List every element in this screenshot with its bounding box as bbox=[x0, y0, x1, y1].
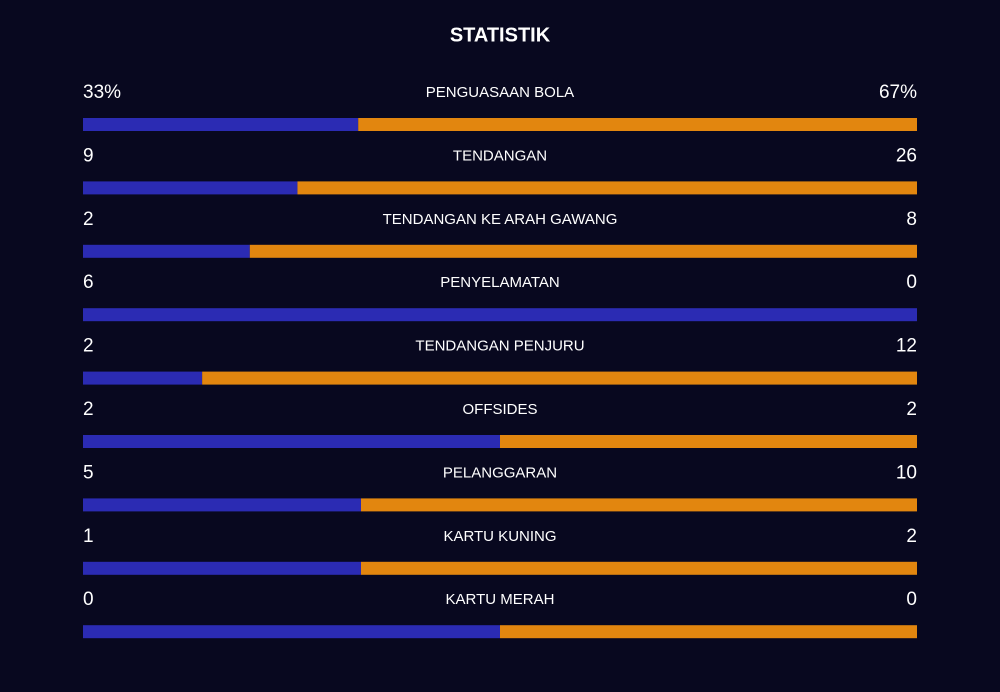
home-value: 1 bbox=[83, 526, 94, 547]
title: STATISTIK bbox=[450, 24, 551, 46]
away-bar bbox=[202, 371, 918, 385]
home-bar bbox=[83, 118, 359, 131]
away-value: 67% bbox=[879, 82, 917, 103]
home-value: 2 bbox=[83, 336, 94, 357]
away-value: 0 bbox=[906, 589, 917, 610]
home-bar bbox=[83, 561, 361, 575]
home-bar bbox=[83, 244, 250, 258]
stat-label: KARTU KUNING bbox=[443, 528, 556, 545]
away-bar bbox=[297, 181, 917, 195]
stat-label: PELANGGARAN bbox=[443, 464, 557, 481]
home-value: 5 bbox=[83, 462, 94, 483]
home-value: 2 bbox=[83, 399, 94, 420]
away-value: 0 bbox=[906, 272, 917, 293]
stat-label: PENYELAMATAN bbox=[440, 274, 559, 291]
stat-label: KARTU MERAH bbox=[446, 591, 555, 608]
away-bar bbox=[500, 435, 917, 448]
home-value: 9 bbox=[83, 145, 94, 166]
stat-label: OFFSIDES bbox=[462, 401, 537, 418]
away-value: 12 bbox=[896, 336, 917, 357]
away-value: 2 bbox=[906, 526, 917, 547]
home-bar bbox=[83, 435, 500, 448]
away-bar bbox=[361, 498, 917, 512]
away-bar bbox=[249, 244, 918, 258]
away-bar bbox=[500, 625, 917, 639]
away-value: 10 bbox=[896, 462, 917, 483]
home-bar bbox=[83, 181, 298, 195]
stat-label: TENDANGAN PENJURU bbox=[415, 338, 584, 355]
home-value: 2 bbox=[83, 209, 94, 230]
stat-label: TENDANGAN KE ARAH GAWANG bbox=[383, 211, 618, 228]
home-value: 33% bbox=[83, 82, 121, 103]
away-value: 26 bbox=[896, 145, 917, 166]
away-bar bbox=[358, 118, 918, 131]
home-bar bbox=[83, 498, 361, 512]
home-value: 6 bbox=[83, 272, 94, 293]
home-bar bbox=[83, 308, 917, 322]
home-value: 0 bbox=[83, 589, 94, 610]
home-bar bbox=[83, 625, 500, 639]
away-bar bbox=[361, 561, 917, 575]
stat-label: TENDANGAN bbox=[453, 147, 547, 164]
home-bar bbox=[83, 371, 203, 385]
away-value: 2 bbox=[906, 399, 917, 420]
away-value: 8 bbox=[906, 209, 917, 230]
stat-label: PENGUASAAN BOLA bbox=[426, 84, 574, 101]
